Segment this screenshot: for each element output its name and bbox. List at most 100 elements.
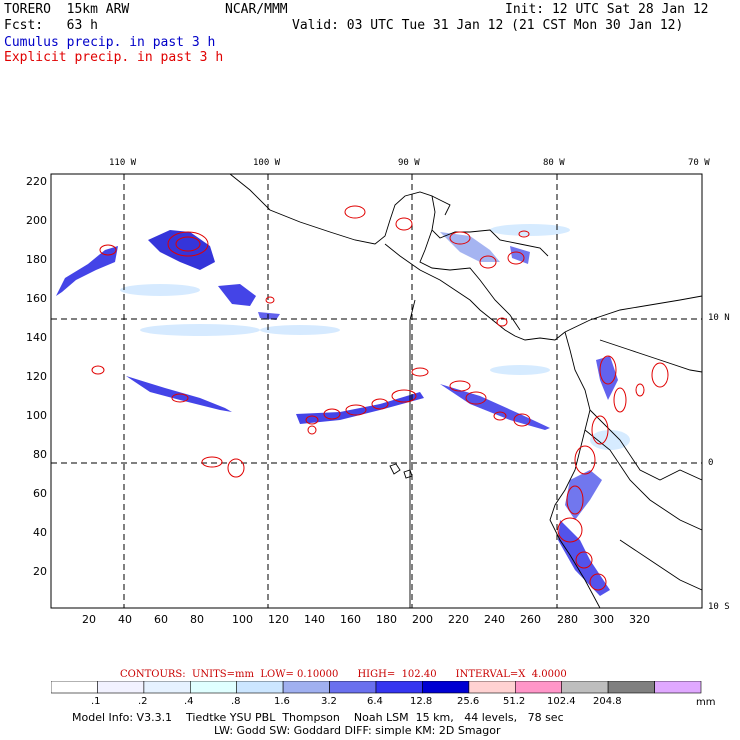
lon-label-70w: 70 W <box>688 158 710 168</box>
colorbar-label: 25.6 <box>457 696 480 707</box>
colorbar-swatch <box>329 681 377 694</box>
x-tick-20: 20 <box>82 613 96 626</box>
contour-info: CONTOURS: UNITS=mm LOW= 0.10000 HIGH= 10… <box>120 669 567 680</box>
colorbar-label: .1 <box>91 696 101 707</box>
cumulus-patch <box>218 284 256 306</box>
y-tick-140: 140 <box>26 331 47 344</box>
colorbar-label: .2 <box>138 696 148 707</box>
explicit-contours <box>91 205 669 591</box>
x-tick-40: 40 <box>118 613 132 626</box>
peru-border <box>584 429 703 531</box>
lat-label-10s: 10 S <box>708 602 730 612</box>
cumulus-patch <box>565 470 602 520</box>
x-tick-200: 200 <box>412 613 433 626</box>
light-precip <box>120 284 200 296</box>
contour <box>344 205 366 219</box>
south-america-north <box>564 295 703 333</box>
colorbar-swatch <box>561 681 609 694</box>
central-america-coast <box>384 243 566 341</box>
contour <box>305 415 319 425</box>
south-america-coast <box>549 331 601 609</box>
caribbean-coast <box>419 229 521 331</box>
lon-label-110w: 110 W <box>109 158 137 168</box>
colorbar-swatch <box>607 681 655 694</box>
lat-lon-grid <box>51 174 702 608</box>
x-tick-280: 280 <box>557 613 578 626</box>
colorbar-swatch <box>282 681 330 694</box>
contour <box>513 413 531 427</box>
cumulus-patch <box>510 246 530 264</box>
colorbar <box>51 681 702 694</box>
cumulus-patch <box>596 356 618 400</box>
x-tick-60: 60 <box>154 613 168 626</box>
cumulus-patch <box>558 520 610 596</box>
colorbar-label: 51.2 <box>503 696 526 707</box>
colorbar-label: 102.4 <box>547 696 576 707</box>
cumulus-patch <box>440 232 500 262</box>
x-tick-260: 260 <box>520 613 541 626</box>
contour <box>323 408 341 420</box>
contour <box>345 404 367 416</box>
colorbar-label: 6.4 <box>367 696 383 707</box>
org-label: NCAR/MMM <box>225 2 288 17</box>
contour <box>557 517 583 543</box>
contour <box>591 415 609 445</box>
light-precip <box>260 325 340 335</box>
x-tick-180: 180 <box>376 613 397 626</box>
x-tick-300: 300 <box>593 613 614 626</box>
andes-border <box>589 409 703 481</box>
legend-explicit: Explicit precip. in past 3 h <box>4 50 224 65</box>
contour <box>465 391 487 405</box>
colorbar-label: .4 <box>184 696 194 707</box>
contour <box>171 393 189 403</box>
init-time: Init: 12 UTC Sat 28 Jan 12 <box>505 2 709 17</box>
x-tick-80: 80 <box>190 613 204 626</box>
contour <box>493 411 507 421</box>
y-tick-60: 60 <box>33 487 47 500</box>
colorbar-label: .8 <box>231 696 241 707</box>
colorbar-unit: mm <box>696 697 716 708</box>
forecast-hour: Fcst: 63 h <box>4 18 98 33</box>
y-tick-160: 160 <box>26 292 47 305</box>
y-tick-180: 180 <box>26 253 47 266</box>
x-tick-160: 160 <box>340 613 361 626</box>
colorbar-swatch <box>236 681 284 694</box>
contour <box>518 230 530 238</box>
contour <box>507 251 525 265</box>
lon-label-90w: 90 W <box>398 158 420 168</box>
x-tick-240: 240 <box>484 613 505 626</box>
contour <box>175 236 201 252</box>
contour <box>449 231 471 245</box>
y-tick-100: 100 <box>26 409 47 422</box>
x-tick-320: 320 <box>629 613 650 626</box>
colorbar-swatch <box>51 681 98 694</box>
legend-cumulus: Cumulus precip. in past 3 h <box>4 35 216 50</box>
model-title: TORERO 15km ARW <box>4 2 130 17</box>
bolivia-border <box>619 539 703 591</box>
x-tick-100: 100 <box>232 613 253 626</box>
contour <box>411 367 429 377</box>
contour <box>307 425 317 435</box>
contour <box>201 456 223 468</box>
colorbar-swatch <box>654 681 702 694</box>
contour <box>575 551 593 569</box>
light-precip <box>490 365 550 375</box>
contour <box>167 231 209 257</box>
light-precip <box>590 430 630 450</box>
contour <box>391 389 417 403</box>
contour <box>613 387 627 413</box>
colorbar-swatch <box>97 681 145 694</box>
x-tick-140: 140 <box>304 613 325 626</box>
y-tick-20: 20 <box>33 565 47 578</box>
lat-label-0: 0 <box>708 458 714 468</box>
border-line <box>409 299 416 608</box>
contour <box>265 296 275 304</box>
mexico-coast <box>229 173 549 257</box>
contour <box>479 255 497 269</box>
contour <box>651 362 669 388</box>
light-precip <box>490 224 570 236</box>
contour <box>599 355 617 385</box>
y-tick-120: 120 <box>26 370 47 383</box>
yucatan <box>431 195 451 216</box>
